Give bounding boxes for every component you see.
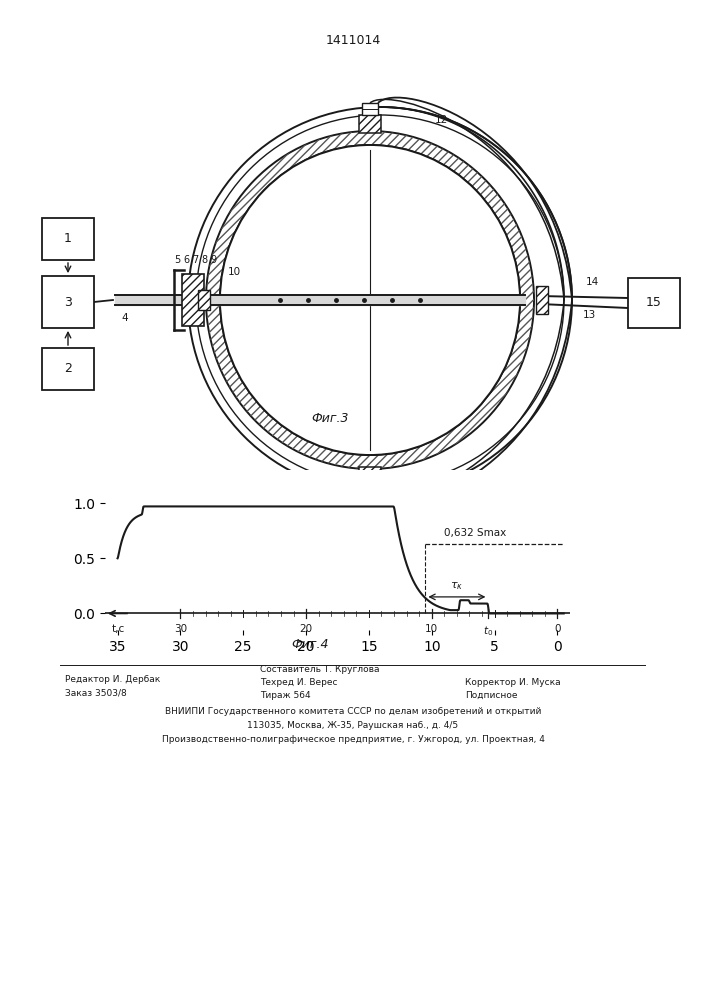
Bar [42, 218, 94, 260]
Text: Корректор И. Муска: Корректор И. Муска [465, 678, 561, 687]
Bar [359, 115, 381, 133]
Text: 8: 8 [201, 255, 207, 265]
Text: 9: 9 [210, 255, 216, 265]
Bar [628, 278, 680, 328]
Bar [42, 348, 94, 390]
Text: 14: 14 [586, 277, 600, 287]
Text: Техред И. Верес: Техред И. Верес [260, 678, 337, 687]
Text: 7: 7 [192, 255, 198, 265]
Ellipse shape [206, 131, 534, 469]
Bar [42, 276, 94, 328]
Text: t,c: t,c [111, 624, 124, 634]
Text: 6: 6 [183, 255, 189, 265]
Text: 11: 11 [382, 498, 395, 508]
Bar [359, 467, 381, 485]
Text: 1: 1 [64, 232, 72, 245]
Bar [182, 274, 204, 326]
Text: 12: 12 [435, 115, 448, 125]
Text: 12: 12 [400, 475, 414, 485]
Text: Тираж 564: Тираж 564 [260, 691, 310, 700]
Text: 30: 30 [174, 624, 187, 634]
Text: 10: 10 [425, 624, 438, 634]
Bar [536, 286, 548, 314]
Bar [198, 290, 210, 310]
Bar [362, 485, 378, 497]
Text: 15: 15 [646, 296, 662, 310]
Text: 2: 2 [64, 362, 72, 375]
Bar [362, 103, 378, 115]
Text: Редактор И. Дербак: Редактор И. Дербак [65, 675, 160, 684]
Text: 3: 3 [64, 296, 72, 308]
Text: 5: 5 [174, 255, 180, 265]
Text: 113035, Москва, Ж-35, Раушская наб., д. 4/5: 113035, Москва, Ж-35, Раушская наб., д. … [247, 721, 459, 730]
Text: 4: 4 [122, 313, 128, 323]
Text: Заказ 3503/8: Заказ 3503/8 [65, 689, 127, 698]
Text: Подписное: Подписное [465, 691, 518, 700]
Text: 1411014: 1411014 [325, 33, 380, 46]
Text: 0: 0 [554, 624, 561, 634]
Text: $t_0$: $t_0$ [483, 624, 493, 638]
Text: 20: 20 [300, 624, 312, 634]
Ellipse shape [220, 145, 520, 455]
Text: ВНИИПИ Государственного комитета СССР по делам изобретений и открытий: ВНИИПИ Государственного комитета СССР по… [165, 707, 541, 716]
Text: Фиг.4: Фиг.4 [291, 639, 329, 652]
Text: $\tau_\kappa$: $\tau_\kappa$ [450, 581, 464, 592]
Text: 13: 13 [583, 310, 596, 320]
Text: 10: 10 [228, 267, 241, 277]
Text: Производственно-полиграфическое предприятие, г. Ужгород, ул. Проектная, 4: Производственно-полиграфическое предприя… [162, 735, 544, 744]
Text: 0,632 Smax: 0,632 Smax [444, 528, 507, 538]
Text: Фиг.3: Фиг.3 [311, 412, 349, 424]
Text: Составитель Т. Круглова: Составитель Т. Круглова [260, 665, 380, 674]
